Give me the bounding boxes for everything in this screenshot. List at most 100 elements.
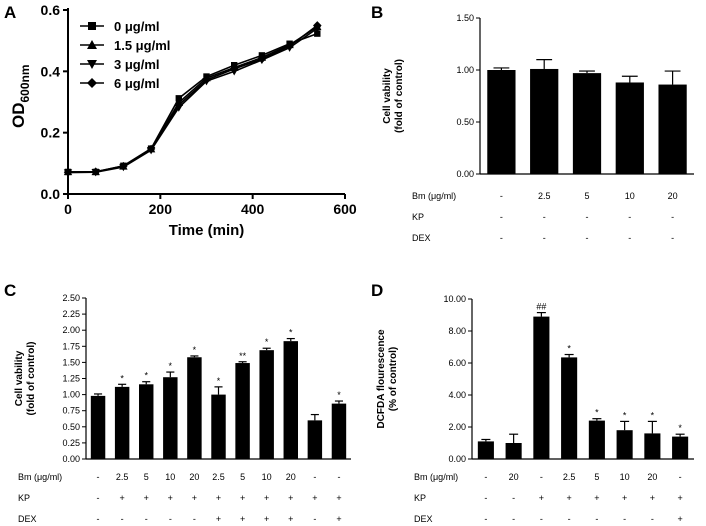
- y-tick-label: 0.00: [456, 169, 474, 179]
- condition-value: +: [168, 493, 173, 503]
- condition-value: -: [500, 191, 503, 201]
- condition-value: -: [628, 233, 631, 243]
- significance-label: *: [595, 408, 599, 418]
- x-tick-label: 400: [241, 201, 265, 217]
- condition-value: -: [313, 514, 316, 524]
- condition-value: +: [677, 514, 682, 524]
- bar-3: [163, 377, 178, 459]
- condition-value: -: [512, 493, 515, 503]
- series-line: [68, 26, 318, 173]
- condition-value: 5: [240, 472, 245, 482]
- bar-4: [658, 84, 687, 174]
- y-tick-label: 10.00: [443, 294, 466, 304]
- condition-value: -: [671, 233, 674, 243]
- bar-9: [307, 420, 323, 459]
- y-tick-label: 0.50: [62, 422, 80, 432]
- condition-value: -: [586, 212, 589, 222]
- series-line: [67, 24, 318, 174]
- condition-value: 10: [620, 472, 630, 482]
- series-line: [68, 32, 318, 173]
- marker-diamond: [146, 144, 156, 154]
- y-tick-label: 0.2: [41, 125, 61, 141]
- condition-value: 5: [144, 472, 149, 482]
- bar-6: [235, 363, 250, 459]
- marker-diamond: [63, 168, 73, 177]
- legend-label: 6 μg/ml: [114, 76, 160, 91]
- significance-label: *: [289, 328, 293, 338]
- condition-value: -: [500, 233, 503, 243]
- condition-value: +: [622, 493, 627, 503]
- x-tick-label: 600: [333, 201, 357, 217]
- bar-8: [283, 341, 298, 459]
- panel-label-c: C: [4, 281, 16, 300]
- condition-row-label: KP: [18, 493, 30, 503]
- condition-value: +: [312, 493, 317, 503]
- legend-label: 0 μg/ml: [114, 19, 160, 34]
- condition-value: 20: [647, 472, 657, 482]
- y-axis-label-line-1: (fold of control): [394, 59, 405, 133]
- condition-value: +: [240, 514, 245, 524]
- y-tick-label: 0.4: [41, 63, 61, 79]
- panel-b-bar-chart: 0.00 0.50 1.00 1.50 Cell vability (fold of co…: [382, 13, 694, 243]
- significance-label: *: [337, 390, 341, 400]
- y-tick-label: 2.50: [62, 293, 80, 303]
- significance-label: *: [120, 373, 124, 383]
- y-tick-label: 8.00: [448, 326, 466, 336]
- condition-value: -: [623, 514, 626, 524]
- condition-row-label: KP: [412, 212, 424, 222]
- condition-value: 20: [668, 191, 678, 201]
- marker-diamond: [119, 161, 128, 171]
- bar-0: [487, 70, 516, 174]
- bar-2: [533, 316, 550, 459]
- significance-label: *: [651, 410, 655, 420]
- y-tick-label: 0.25: [62, 438, 80, 448]
- condition-value: +: [539, 493, 544, 503]
- significance-label: *: [144, 371, 148, 381]
- panel-label-a: A: [4, 3, 16, 22]
- significance-label: *: [567, 344, 571, 354]
- significance-label: *: [169, 361, 173, 371]
- condition-value: -: [651, 514, 654, 524]
- condition-value: -: [484, 493, 487, 503]
- condition-value: 5: [594, 472, 599, 482]
- condition-value: -: [540, 514, 543, 524]
- condition-value: 10: [625, 191, 635, 201]
- bar-6: [644, 433, 661, 459]
- significance-label: *: [623, 410, 627, 420]
- y-tick-label: 2.25: [62, 309, 80, 319]
- condition-value: -: [313, 472, 316, 482]
- y-tick-label: 0.75: [62, 406, 80, 416]
- condition-value: +: [288, 493, 293, 503]
- condition-value: -: [97, 493, 100, 503]
- condition-value: +: [216, 493, 221, 503]
- condition-row-label: Bm (μg/ml): [18, 472, 62, 482]
- marker-square: [88, 22, 96, 30]
- bar-5: [616, 430, 633, 459]
- condition-value: +: [240, 493, 245, 503]
- condition-value: -: [568, 514, 571, 524]
- condition-value: -: [540, 472, 543, 482]
- marker-square: [175, 95, 182, 102]
- y-axis-label: OD600nm: [9, 64, 32, 128]
- condition-value: +: [216, 514, 221, 524]
- series-3: [63, 21, 322, 177]
- y-axis-label-subscript: 600nm: [18, 64, 32, 102]
- condition-value: -: [121, 514, 124, 524]
- y-axis-label-line-1: (% of control): [388, 347, 399, 411]
- x-tick-label: 200: [149, 201, 173, 217]
- y-axis-label-line-0: Cell vability: [382, 68, 393, 124]
- panel-d-bar-chart: 0.00 2.00 4.00 6.00 8.00 10.00 DCFDA flouresce…: [376, 294, 694, 524]
- condition-value: -: [97, 514, 100, 524]
- condition-value: -: [193, 514, 196, 524]
- condition-value: -: [679, 472, 682, 482]
- condition-value: +: [336, 514, 341, 524]
- condition-value: -: [145, 514, 148, 524]
- bar-1: [114, 386, 130, 459]
- y-tick-label: 1.00: [456, 65, 474, 75]
- marker-triangle-up: [87, 40, 97, 49]
- y-axis-label-line-0: Cell vability: [14, 350, 25, 406]
- condition-value: 10: [165, 472, 175, 482]
- condition-value: 2.5: [212, 472, 225, 482]
- condition-row-label: Bm (μg/ml): [412, 191, 456, 201]
- condition-value: +: [192, 493, 197, 503]
